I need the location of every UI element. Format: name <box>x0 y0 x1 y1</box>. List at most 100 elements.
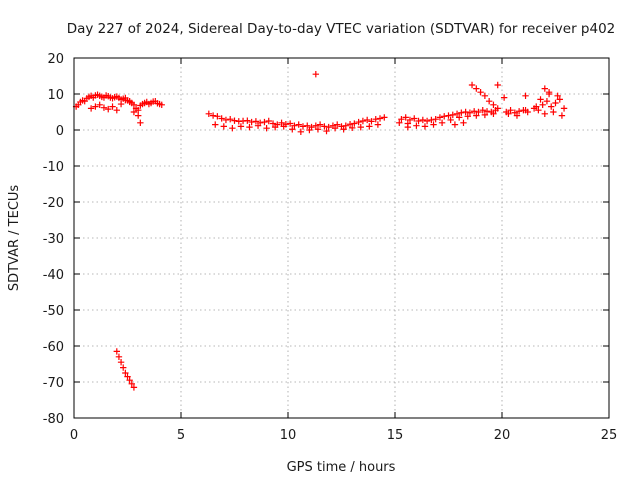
y-tick-label: 0 <box>56 124 64 139</box>
data-point <box>537 96 544 103</box>
data-point <box>297 128 305 135</box>
data-point <box>543 98 551 105</box>
data-point <box>218 115 225 122</box>
data-point <box>113 107 120 114</box>
data-point <box>135 107 142 114</box>
data-point <box>494 105 501 112</box>
data-point <box>126 98 133 106</box>
data-point <box>432 116 439 123</box>
data-point <box>438 119 446 126</box>
data-point <box>214 113 221 120</box>
y-tick-label: 10 <box>47 88 64 103</box>
y-tick-label: -40 <box>43 268 64 283</box>
data-point <box>295 121 302 128</box>
y-tick-label: -10 <box>43 160 64 175</box>
data-point <box>334 121 341 128</box>
data-point <box>286 120 294 127</box>
data-point <box>550 108 557 116</box>
data-point <box>323 127 330 135</box>
data-point <box>87 105 95 112</box>
data-point <box>220 123 227 130</box>
data-point <box>411 115 418 122</box>
data-point <box>396 119 403 126</box>
data-point <box>351 120 358 127</box>
data-point <box>280 123 287 130</box>
data-point <box>312 71 320 78</box>
data-point <box>494 81 501 89</box>
data-point <box>513 112 521 119</box>
data-point <box>113 348 120 355</box>
data-point <box>289 126 296 133</box>
data-point <box>554 92 561 99</box>
data-point <box>363 116 371 124</box>
data-point <box>458 109 465 116</box>
data-point <box>475 108 482 116</box>
data-point <box>415 117 422 125</box>
x-tick-label: 25 <box>601 428 618 443</box>
data-point <box>404 123 412 131</box>
data-point <box>368 118 375 125</box>
data-point <box>372 116 379 123</box>
x-tick-label: 5 <box>177 428 185 443</box>
data-point <box>126 377 133 384</box>
data-point <box>331 125 339 132</box>
data-point <box>423 117 431 125</box>
data-point <box>560 105 568 112</box>
data-point <box>421 123 429 130</box>
data-point <box>541 110 548 117</box>
y-tick-label: -60 <box>43 340 64 355</box>
y-tick-label: -70 <box>43 376 64 391</box>
grid-lines <box>74 58 609 418</box>
data-point <box>122 96 129 104</box>
data-point <box>522 92 529 99</box>
data-point <box>312 122 320 129</box>
data-point <box>522 107 529 114</box>
x-tick-labels: 0 5 10 15 20 25 <box>70 428 617 443</box>
data-point <box>460 119 467 126</box>
data-point <box>355 118 362 126</box>
x-axis-label: GPS time / hours <box>287 460 396 475</box>
data-point <box>500 94 508 101</box>
data-point <box>483 108 491 115</box>
data-point <box>109 103 116 110</box>
data-point <box>314 126 322 133</box>
data-point <box>346 121 354 128</box>
data-point <box>349 124 356 132</box>
data-point <box>158 101 165 108</box>
data-point <box>445 112 452 119</box>
data-point <box>117 100 125 108</box>
data-point <box>366 123 373 130</box>
data-point <box>244 117 251 124</box>
data-point <box>359 117 367 125</box>
data-point <box>447 116 454 124</box>
data-point <box>535 107 542 114</box>
data-point <box>209 112 217 119</box>
data-point <box>398 116 405 123</box>
data-point <box>558 112 566 119</box>
data-point <box>374 121 382 128</box>
data-point <box>271 123 279 131</box>
data-point <box>490 110 497 117</box>
data-point <box>246 123 253 131</box>
data-point <box>453 110 461 117</box>
x-tick-label: 0 <box>70 428 78 443</box>
data-point <box>477 89 484 96</box>
data-point <box>227 116 234 123</box>
data-point <box>481 111 489 119</box>
data-point <box>533 103 540 110</box>
data-point <box>278 119 285 126</box>
data-point <box>205 110 213 117</box>
y-tick-labels: -80 -70 -60 -50 -40 -30 -20 -10 0 10 20 <box>43 52 64 427</box>
data-point <box>128 380 135 387</box>
data-point <box>436 114 444 121</box>
data-point <box>485 98 493 105</box>
data-point <box>248 118 255 126</box>
data-point <box>254 122 262 129</box>
data-point <box>473 85 480 92</box>
data-point <box>402 114 409 121</box>
data-point <box>263 125 270 132</box>
data-point <box>505 110 512 117</box>
data-point <box>122 369 129 377</box>
data-point <box>473 112 480 119</box>
